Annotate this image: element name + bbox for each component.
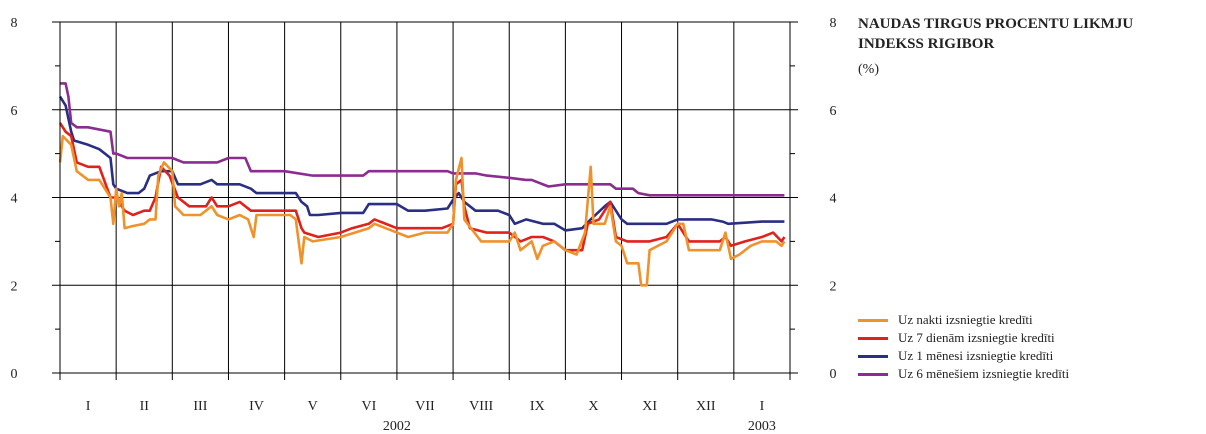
- y-tick-label-right: 0: [830, 367, 837, 382]
- legend-item-6-months: Uz 6 mēnešiem izsniegtie kredīti: [858, 365, 1069, 383]
- y-tick-label-left: 8: [11, 16, 18, 31]
- y-tick-label-right: 8: [830, 16, 837, 31]
- legend-label-overnight: Uz nakti izsniegtie kredīti: [898, 312, 1033, 327]
- legend-label-6-months: Uz 6 mēnešiem izsniegtie kredīti: [898, 366, 1070, 381]
- legend-item-1-month: Uz 1 mēnesi izsniegtie kredīti: [858, 347, 1069, 365]
- y-tick-label-left: 0: [11, 367, 18, 382]
- series-line: [58, 134, 786, 287]
- year-label: 2003: [748, 419, 776, 434]
- x-tick-label: V: [308, 399, 318, 414]
- legend-swatch-7-days: [858, 336, 888, 340]
- legend-item-7-days: Uz 7 dienām izsniegtie kredīti: [858, 329, 1069, 347]
- series-lines: [58, 82, 786, 287]
- legend-swatch-6-months: [858, 372, 888, 376]
- x-tick-label: III: [193, 399, 207, 414]
- x-tick-label: X: [588, 399, 598, 414]
- legend-label-1-month: Uz 1 mēnesi izsniegtie kredīti: [898, 348, 1054, 363]
- chart-title-block: NAUDAS TIRGUS PROCENTU LIKMJU INDEKSS RI…: [858, 14, 1203, 78]
- x-tick-label: VI: [361, 399, 376, 414]
- x-tick-label: XI: [642, 399, 657, 414]
- legend-label-7-days: Uz 7 dienām izsniegtie kredīti: [898, 330, 1055, 345]
- legend-item-overnight: Uz nakti izsniegtie kredīti: [858, 311, 1069, 329]
- chart-svg: 0 02 24 46 68 8I II III IV V VI VII VIII IX X XI XII I200…: [11, 16, 837, 434]
- series-line: [58, 95, 785, 232]
- x-tick-label: VII: [415, 399, 435, 414]
- x-tick-label: IV: [249, 399, 264, 414]
- legend: Uz nakti izsniegtie kredīti Uz 7 dienām …: [858, 311, 1069, 383]
- year-label: 2002: [383, 419, 411, 434]
- x-tick-label: II: [140, 399, 150, 414]
- y-tick-label-right: 2: [830, 279, 837, 294]
- x-tick-label: I: [86, 399, 91, 414]
- x-tick-label: I: [760, 399, 765, 414]
- legend-swatch-1-month: [858, 354, 888, 358]
- x-tick-label: VIII: [469, 399, 493, 414]
- y-tick-label-left: 6: [11, 104, 18, 119]
- gridlines: [60, 22, 790, 373]
- chart-title-line-1: NAUDAS TIRGUS PROCENTU LIKMJU: [858, 16, 1134, 32]
- chart-unit: (%): [858, 62, 879, 77]
- legend-swatch-overnight: [858, 318, 888, 322]
- y-tick-label-left: 4: [11, 192, 18, 207]
- y-tick-label-right: 6: [830, 104, 837, 119]
- axes: 0 02 24 46 68 8I II III IV V VI VII VIII IX X XI XII I200…: [11, 16, 837, 434]
- x-tick-label: IX: [530, 399, 545, 414]
- x-tick-label: XII: [696, 399, 716, 414]
- chart-title-line-2: INDEKSS RIGIBOR: [858, 36, 995, 52]
- y-tick-label-right: 4: [830, 192, 837, 207]
- y-tick-label-left: 2: [11, 279, 18, 294]
- series-line: [58, 122, 786, 252]
- series-line: [60, 82, 785, 197]
